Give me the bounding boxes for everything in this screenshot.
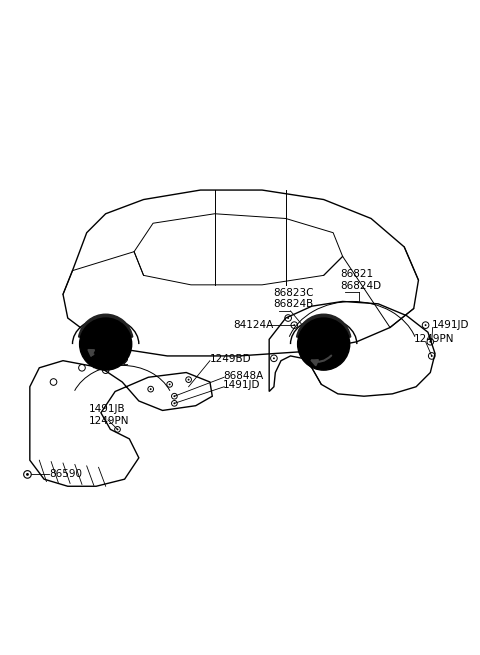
Text: 84124A: 84124A bbox=[234, 320, 274, 329]
Circle shape bbox=[173, 395, 175, 397]
Circle shape bbox=[26, 473, 29, 476]
Text: 1249BD: 1249BD bbox=[210, 354, 252, 364]
Circle shape bbox=[188, 379, 190, 381]
Text: 1491JD: 1491JD bbox=[432, 320, 469, 330]
Text: 86848A: 86848A bbox=[223, 371, 264, 381]
Circle shape bbox=[173, 402, 175, 404]
Circle shape bbox=[298, 318, 350, 370]
Text: 1491JD: 1491JD bbox=[223, 381, 261, 390]
FancyArrowPatch shape bbox=[88, 350, 94, 356]
Text: 86821
86824D: 86821 86824D bbox=[340, 269, 382, 291]
Text: 86811
86812: 86811 86812 bbox=[96, 345, 129, 367]
Circle shape bbox=[431, 355, 432, 357]
Circle shape bbox=[287, 317, 289, 319]
Circle shape bbox=[117, 428, 119, 430]
Circle shape bbox=[150, 388, 152, 390]
Wedge shape bbox=[79, 314, 133, 342]
Circle shape bbox=[425, 324, 427, 326]
FancyArrowPatch shape bbox=[312, 356, 331, 365]
Circle shape bbox=[273, 358, 275, 359]
Text: 86823C
86824B: 86823C 86824B bbox=[273, 288, 313, 310]
Wedge shape bbox=[297, 314, 351, 342]
Circle shape bbox=[80, 318, 132, 370]
Text: 86590: 86590 bbox=[50, 470, 83, 479]
Text: 1491JB
1249PN: 1491JB 1249PN bbox=[89, 404, 130, 426]
Text: 1249PN: 1249PN bbox=[414, 334, 454, 345]
Circle shape bbox=[293, 324, 295, 326]
Circle shape bbox=[168, 383, 170, 385]
Circle shape bbox=[430, 341, 431, 343]
